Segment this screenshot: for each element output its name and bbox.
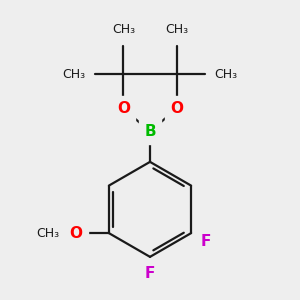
Text: O: O [117, 101, 130, 116]
Text: CH₃: CH₃ [62, 68, 86, 81]
Text: F: F [201, 234, 211, 249]
Text: CH₃: CH₃ [36, 226, 59, 240]
Text: O: O [69, 226, 82, 241]
Text: CH₃: CH₃ [112, 23, 135, 37]
Text: F: F [145, 266, 155, 281]
Text: O: O [170, 101, 183, 116]
Text: B: B [144, 124, 156, 139]
Text: CH₃: CH₃ [165, 23, 188, 37]
Text: CH₃: CH₃ [214, 68, 238, 81]
